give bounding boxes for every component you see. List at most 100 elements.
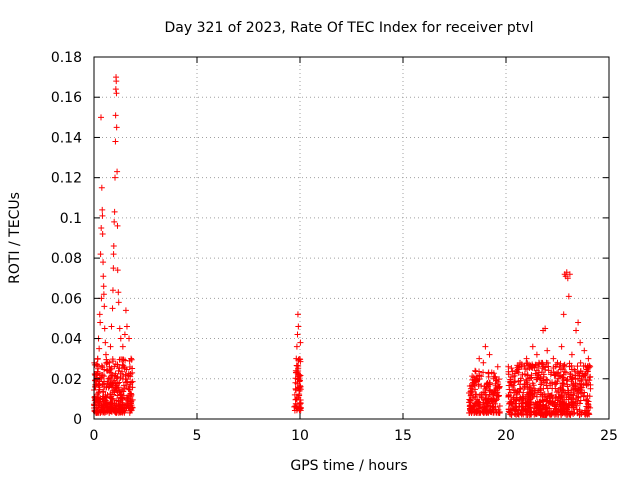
data-point [585,410,592,417]
data-point [574,369,581,376]
data-point [514,410,521,417]
data-point [568,378,575,385]
data-point [110,358,117,365]
data-point [476,399,483,406]
data-point [120,401,127,408]
data-point [572,372,579,379]
data-point [125,385,132,392]
y-tick-label: 0.1 [60,211,82,227]
data-point [111,208,118,215]
data-point [99,389,106,396]
data-point [119,368,126,375]
data-point [120,362,127,369]
data-point [535,359,542,366]
data-point [92,395,99,402]
data-point [118,386,125,393]
data-point [109,389,116,396]
data-point [524,371,531,378]
data-point [570,399,577,406]
data-point [488,396,495,403]
data-point [119,343,126,350]
data-point [523,376,530,383]
data-point [112,174,119,181]
data-point [543,376,550,383]
data-point [471,400,478,407]
data-point [123,323,130,330]
data-point [114,222,121,229]
data-point [480,407,487,414]
data-point [568,351,575,358]
data-point [508,399,515,406]
data-point [533,351,540,358]
data-point [101,407,108,414]
data-point [585,355,592,362]
data-point [545,405,552,412]
data-point [489,397,496,404]
data-point [476,368,483,375]
data-point [558,408,565,415]
data-point [496,403,503,410]
data-point [576,406,583,413]
data-point [548,392,555,399]
data-point [547,380,554,387]
data-point [564,383,571,390]
data-point [116,325,123,332]
data-point [566,394,573,401]
data-point [574,363,581,370]
y-tick-label: 0.02 [51,372,82,388]
data-point [129,378,136,385]
data-point [524,386,531,393]
data-point [124,378,131,385]
data-point [584,400,591,407]
data-point [478,393,485,400]
data-point [548,391,555,398]
data-point [127,407,134,414]
data-point [552,385,559,392]
data-point [469,387,476,394]
data-point [110,243,117,250]
data-point [534,375,541,382]
data-point [480,359,487,366]
data-point [552,379,559,386]
data-point [583,366,590,373]
data-point [475,383,482,390]
data-point [293,362,300,369]
data-point [583,382,590,389]
data-point [297,339,304,346]
data-point [560,374,567,381]
data-point [559,374,566,381]
data-point [507,374,514,381]
data-point [578,384,585,391]
data-point [507,389,514,396]
data-point [294,311,301,318]
data-point [564,403,571,410]
data-point [518,403,525,410]
data-point [540,371,547,378]
data-point [579,370,586,377]
data-point [473,391,480,398]
data-point [108,395,115,402]
data-point [483,401,490,408]
data-point [542,325,549,332]
data-point [486,351,493,358]
data-point [117,400,124,407]
data-point [105,375,112,382]
data-point [101,373,108,380]
data-point [100,273,107,280]
data-point [94,355,101,362]
data-point [528,388,535,395]
data-point [543,382,550,389]
data-point [122,379,129,386]
data-point [531,385,538,392]
data-point [573,327,580,334]
data-point [567,371,574,378]
x-tick-label: 15 [394,428,412,444]
data-point [118,406,125,413]
data-point [506,386,513,393]
data-point [117,335,124,342]
data-point [554,359,561,366]
data-point [482,343,489,350]
data-point [113,90,120,97]
data-point [550,355,557,362]
data-point [506,409,513,416]
